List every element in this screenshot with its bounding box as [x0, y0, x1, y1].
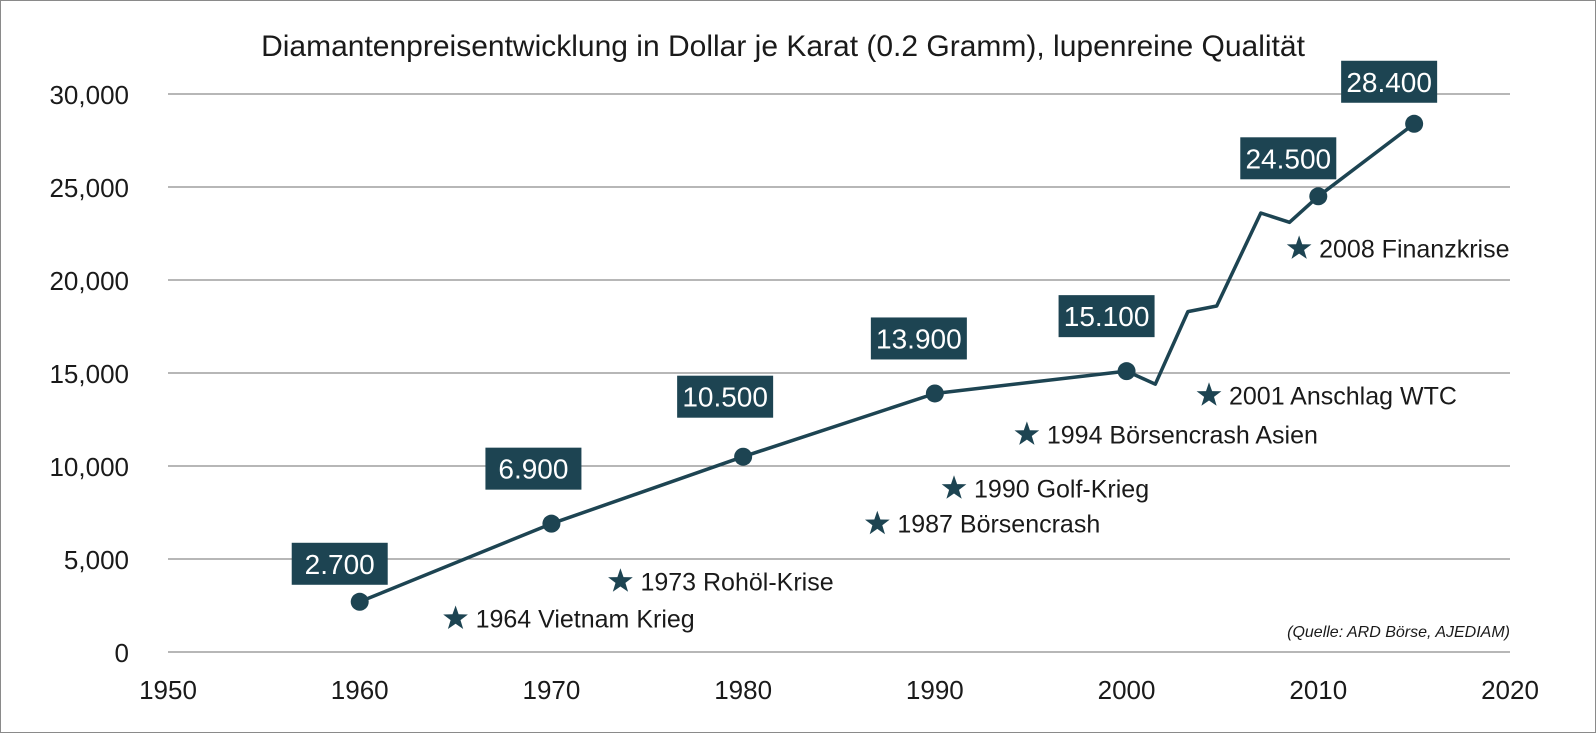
- star-icon: [1014, 421, 1040, 445]
- value-label-text: 10.500: [682, 382, 768, 413]
- value-label-box: [870, 317, 967, 360]
- star-icon: [941, 475, 967, 499]
- star-icon: [608, 568, 633, 592]
- event-label: 1973 Rohöl-Krise: [640, 568, 833, 596]
- star-icon: [1196, 382, 1222, 406]
- value-label-text: 2.700: [305, 549, 375, 580]
- y-tick-label: 5,000: [64, 545, 129, 575]
- value-label-box: [485, 447, 582, 490]
- x-tick-label: 1950: [139, 675, 197, 705]
- chart-title: Diamantenpreisentwicklung in Dollar je K…: [261, 30, 1305, 63]
- event-label: 2001 Anschlag WTC: [1229, 382, 1457, 410]
- value-label-box: [1058, 295, 1155, 338]
- data-point: [1309, 187, 1328, 206]
- star-icon: [443, 605, 468, 629]
- y-axis-tick-labels: 0 5,000 10,000 15,000 20,000 25,000 30,000: [49, 80, 129, 668]
- event-annotations: 1964 Vietnam Krieg 1973 Rohöl-Krise 1987 B…: [443, 235, 1510, 634]
- value-label-text: 28.400: [1346, 67, 1432, 98]
- value-label: 6.900: [485, 447, 582, 490]
- data-point: [1117, 362, 1136, 381]
- event-label: 1994 Börsencrash Asien: [1047, 421, 1318, 449]
- value-label: 13.900: [870, 317, 967, 360]
- y-tick-label: 10,000: [49, 452, 129, 482]
- series-line: [357, 122, 1416, 604]
- data-point-markers: [350, 114, 1424, 611]
- value-label: 28.400: [1341, 60, 1438, 103]
- y-tick-label: 30,000: [49, 80, 129, 110]
- event-annotation: 1973 Rohöl-Krise: [608, 568, 834, 596]
- y-tick-label: 0: [115, 638, 129, 668]
- value-label-box: [291, 542, 388, 585]
- data-point: [350, 592, 369, 611]
- x-tick-label: 1980: [714, 675, 772, 705]
- value-label-box: [1341, 60, 1438, 103]
- value-label: 10.500: [677, 375, 774, 418]
- value-label-box: [1240, 137, 1337, 180]
- value-label-text: 13.900: [876, 323, 962, 354]
- event-label: 1964 Vietnam Krieg: [476, 606, 695, 634]
- y-tick-label: 15,000: [49, 359, 129, 389]
- x-tick-label: 2010: [1289, 675, 1347, 705]
- value-label: 2.700: [291, 542, 388, 585]
- event-annotation: 2008 Finanzkrise: [1286, 235, 1510, 263]
- value-label: 24.500: [1240, 137, 1337, 180]
- star-icon: [1286, 235, 1312, 259]
- gridlines: [168, 93, 1510, 653]
- event-annotation: 1994 Börsencrash Asien: [1014, 421, 1318, 449]
- x-tick-label: 1970: [523, 675, 581, 705]
- value-label-text: 24.500: [1245, 143, 1331, 174]
- event-annotation: 1964 Vietnam Krieg: [443, 605, 695, 634]
- x-axis-tick-labels: 1950 1960 1970 1980 1990 2000 2010 2020: [139, 675, 1539, 705]
- x-tick-label: 1990: [906, 675, 964, 705]
- x-tick-label: 2020: [1481, 675, 1539, 705]
- data-point: [1405, 114, 1424, 133]
- price-series: [357, 122, 1416, 604]
- data-point: [734, 447, 753, 466]
- data-point: [542, 514, 561, 533]
- data-point: [925, 384, 944, 403]
- x-tick-label: 2000: [1098, 675, 1156, 705]
- event-annotation: 2001 Anschlag WTC: [1196, 382, 1457, 410]
- source-note: (Quelle: ARD Börse, AJEDIAM): [1287, 624, 1510, 641]
- event-label: 2008 Finanzkrise: [1319, 235, 1509, 263]
- event-label: 1990 Golf-Krieg: [974, 475, 1149, 503]
- data-value-labels: 2.700 6.900 10.500 13.900 15.100 24.500 28.400: [291, 60, 1438, 585]
- value-label-text: 15.100: [1064, 301, 1150, 332]
- value-label-box: [677, 375, 774, 418]
- value-label-text: 6.900: [498, 454, 568, 485]
- value-label: 15.100: [1058, 295, 1155, 338]
- event-annotation: 1990 Golf-Krieg: [941, 475, 1149, 503]
- y-tick-label: 25,000: [49, 173, 129, 203]
- event-annotation: 1987 Börsencrash: [865, 511, 1100, 539]
- y-tick-label: 20,000: [49, 266, 129, 296]
- star-icon: [865, 510, 890, 535]
- event-label: 1987 Börsencrash: [897, 511, 1100, 539]
- x-tick-label: 1960: [331, 675, 389, 705]
